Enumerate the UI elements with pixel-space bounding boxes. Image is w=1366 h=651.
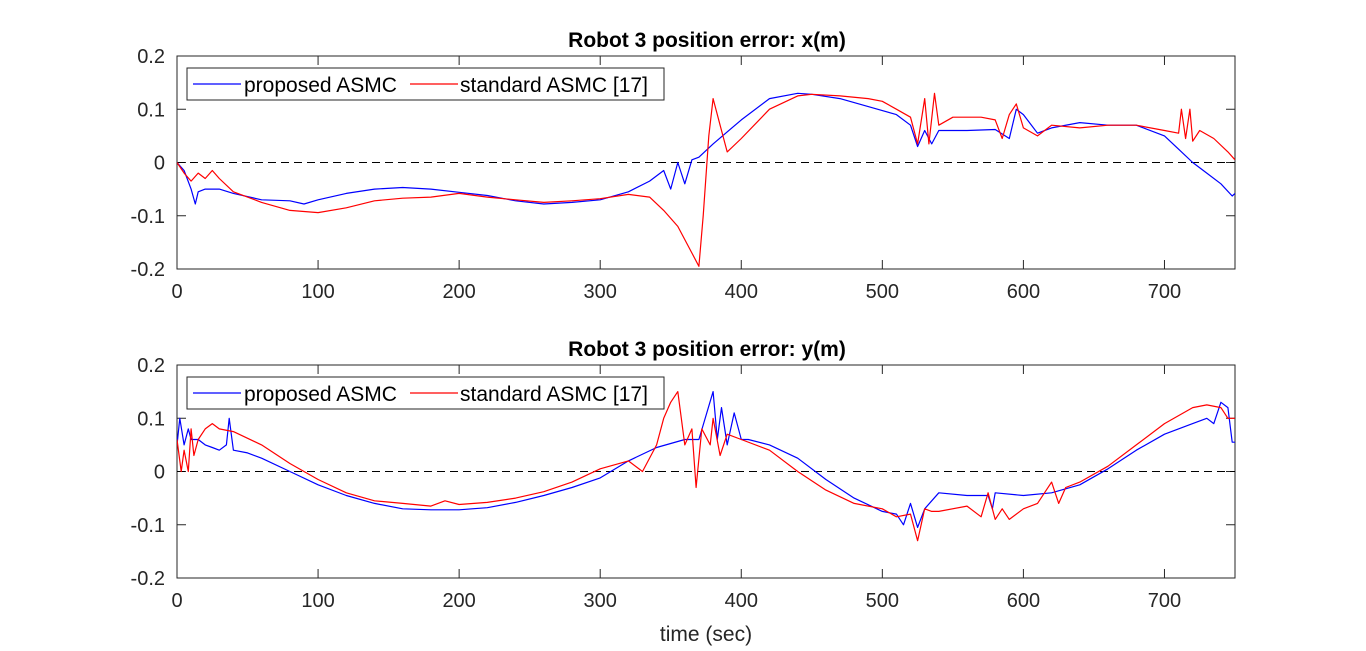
- series-line-standard-asmc: [177, 92, 1235, 267]
- x-tick-label: 400: [725, 590, 758, 612]
- y-tick-label: -0.1: [131, 206, 165, 228]
- legend-label: proposed ASMC: [244, 383, 397, 406]
- y-tick-label: 0: [154, 462, 165, 484]
- x-tick-label: 0: [171, 590, 182, 612]
- x-tick-label: 500: [866, 281, 899, 303]
- y-tick-label: -0.2: [131, 259, 165, 281]
- x-tick-label: 300: [584, 281, 617, 303]
- y-tick-label: 0.2: [137, 355, 165, 377]
- legend-label: standard ASMC [17]: [460, 383, 648, 406]
- y-tick-label: -0.1: [131, 515, 165, 537]
- chart-title: Robot 3 position error: y(m): [568, 338, 846, 361]
- x-tick-label: 700: [1148, 281, 1181, 303]
- x-tick-label: 200: [442, 281, 475, 303]
- series-line-proposed-asmc: [177, 92, 1235, 205]
- x-axis-label: time (sec): [660, 623, 752, 646]
- chart-title: Robot 3 position error: x(m): [568, 29, 846, 52]
- x-tick-label: 700: [1148, 590, 1181, 612]
- x-tick-label: 100: [301, 590, 334, 612]
- x-tick-label: 0: [171, 281, 182, 303]
- y-tick-label: 0: [154, 153, 165, 175]
- x-error-subplot: Robot 3 position error: x(m) 0 100 200 300 40…: [131, 29, 1236, 303]
- legend: proposed ASMC standard ASMC [17]: [186, 67, 665, 101]
- x-tick-label: 100: [301, 281, 334, 303]
- x-tick-label: 500: [866, 590, 899, 612]
- series-line-proposed-asmc: [177, 391, 1235, 529]
- x-tick-label: 600: [1007, 281, 1040, 303]
- y-error-subplot: Robot 3 position error: y(m) 0 100 200 300 40…: [131, 338, 1236, 612]
- x-tick-label: 300: [584, 590, 617, 612]
- legend-label: standard ASMC [17]: [460, 74, 648, 97]
- series-line-standard-asmc: [177, 391, 1235, 542]
- y-tick-label: 0.2: [137, 46, 165, 68]
- y-tick-label: -0.2: [131, 568, 165, 590]
- y-tick-label: 0.1: [137, 408, 165, 430]
- legend-label: proposed ASMC: [244, 74, 397, 97]
- y-tick-label: 0.1: [137, 99, 165, 121]
- x-tick-label: 200: [442, 590, 475, 612]
- legend: proposed ASMC standard ASMC [17]: [186, 376, 665, 410]
- x-tick-label: 600: [1007, 590, 1040, 612]
- x-tick-label: 400: [725, 281, 758, 303]
